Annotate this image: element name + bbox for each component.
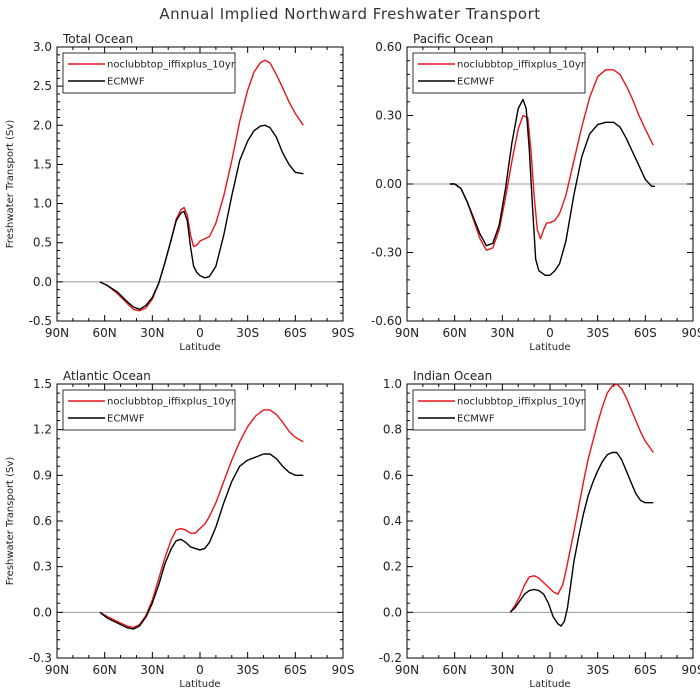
x-tick-label: 90N (395, 326, 419, 340)
y-tick-label: 0.00 (375, 177, 402, 191)
figure-title: Annual Implied Northward Freshwater Tran… (159, 5, 541, 23)
x-tick-label: 0 (546, 663, 554, 677)
series-line-ecmwf (509, 451, 654, 627)
x-tick-label: 90N (45, 663, 69, 677)
x-tick-label: 30N (140, 326, 164, 340)
legend-label: ECMWF (107, 414, 145, 425)
y-tick-label: 0.0 (33, 605, 52, 619)
y-tick-label: 0.30 (375, 109, 402, 123)
x-tick-label: 30N (490, 326, 514, 340)
y-tick-label: -0.60 (371, 314, 402, 328)
y-tick-label: 1.0 (383, 377, 402, 391)
y-tick-label: -0.3 (29, 651, 52, 665)
y-tick-label: 3.0 (33, 40, 52, 54)
x-tick-label: 60S (634, 326, 657, 340)
y-tick-label: 0.0 (33, 275, 52, 289)
x-tick-label: 30S (236, 663, 259, 677)
legend-label: ECMWF (107, 77, 145, 88)
series-line-model (99, 409, 304, 629)
x-tick-label: 90N (45, 326, 69, 340)
x-tick-label: 0 (196, 326, 204, 340)
y-tick-label: 2.0 (33, 118, 52, 132)
panel-title: Atlantic Ocean (63, 369, 151, 383)
x-axis-label: Latitude (179, 679, 220, 690)
x-tick-label: 30S (586, 326, 609, 340)
series-line-ecmwf (449, 98, 655, 276)
series-line-ecmwf (99, 124, 304, 310)
panel-title: Indian Ocean (413, 369, 492, 383)
y-tick-label: 1.0 (33, 197, 52, 211)
y-tick-label: 0.3 (33, 560, 52, 574)
y-tick-label: 0.2 (383, 560, 402, 574)
x-tick-label: 60N (443, 326, 467, 340)
x-tick-label: 60S (634, 663, 657, 677)
x-tick-label: 0 (546, 326, 554, 340)
y-tick-label: -0.2 (379, 651, 402, 665)
x-tick-label: 90S (332, 663, 355, 677)
x-tick-label: 60N (93, 663, 117, 677)
y-tick-label: 0.6 (383, 468, 402, 482)
legend-box (62, 52, 236, 94)
y-tick-label: -0.30 (371, 246, 402, 260)
panel-title: Pacific Ocean (413, 32, 493, 46)
chart-panel-3: Atlantic Ocean 90N 60N 30N 0 30S 60S 90S -0.3 0.0… (5, 369, 354, 690)
y-tick-label: 0.60 (375, 40, 402, 54)
y-tick-label: 0.0 (383, 605, 402, 619)
legend: noclubbtop_iffixplus_10yr ECMWF (62, 389, 236, 431)
y-tick-label: 0.5 (33, 236, 52, 250)
x-tick-label: 30N (140, 663, 164, 677)
x-axis-label: Latitude (529, 342, 570, 353)
legend: noclubbtop_iffixplus_10yr ECMWF (412, 389, 586, 431)
legend-label: ECMWF (457, 414, 495, 425)
legend-label: noclubbtop_iffixplus_10yr (457, 60, 586, 71)
legend-box (412, 52, 586, 94)
series-line-model (99, 59, 304, 312)
x-tick-label: 30S (586, 663, 609, 677)
x-tick-label: 90S (682, 663, 700, 677)
chart-panel-2: Pacific Ocean 90N 60N 30N 0 30S 60S 90S -0.60 -0.… (371, 32, 700, 353)
legend-label: noclubbtop_iffixplus_10yr (457, 397, 586, 408)
x-axis-label: Latitude (529, 679, 570, 690)
legend: noclubbtop_iffixplus_10yr ECMWF (412, 52, 586, 94)
series-line-ecmwf (99, 453, 304, 630)
series-line-model (449, 69, 654, 251)
y-axis-label: Freshwater Transport (Sv) (5, 120, 16, 249)
y-tick-label: 0.6 (33, 514, 52, 528)
chart-panel-4: Indian Ocean 90N 60N 30N 0 30S 60S 90S -0.2 0.0 0.… (379, 369, 700, 690)
x-tick-label: 90S (332, 326, 355, 340)
x-tick-label: 90S (682, 326, 700, 340)
y-tick-label: 1.5 (33, 377, 52, 391)
chart-panel-1: Total Ocean 90N 60N 30N 0 30S 60S 90S -0.5 0.0 0.5… (5, 32, 354, 353)
y-tick-label: 1.2 (33, 423, 52, 437)
y-tick-label: -0.5 (29, 314, 52, 328)
legend-label: noclubbtop_iffixplus_10yr (107, 60, 236, 71)
legend-box (62, 389, 236, 431)
x-tick-label: 30S (236, 326, 259, 340)
x-axis-label: Latitude (179, 342, 220, 353)
y-tick-label: 0.4 (383, 514, 402, 528)
x-tick-label: 0 (196, 663, 204, 677)
legend-label: ECMWF (457, 77, 495, 88)
legend-label: noclubbtop_iffixplus_10yr (107, 397, 236, 408)
x-tick-label: 60N (93, 326, 117, 340)
x-tick-label: 30N (490, 663, 514, 677)
panel-title: Total Ocean (62, 32, 133, 46)
legend-box (412, 389, 586, 431)
y-tick-label: 0.9 (33, 468, 52, 482)
x-tick-label: 60S (284, 663, 307, 677)
series-line-model (509, 383, 654, 613)
x-tick-label: 90N (395, 663, 419, 677)
x-tick-label: 60N (443, 663, 467, 677)
y-tick-label: 0.8 (383, 423, 402, 437)
y-tick-label: 1.5 (33, 157, 52, 171)
x-tick-label: 60S (284, 326, 307, 340)
y-tick-label: 2.5 (33, 79, 52, 93)
legend: noclubbtop_iffixplus_10yr ECMWF (62, 52, 236, 94)
y-axis-label: Freshwater Transport (Sv) (5, 457, 16, 586)
